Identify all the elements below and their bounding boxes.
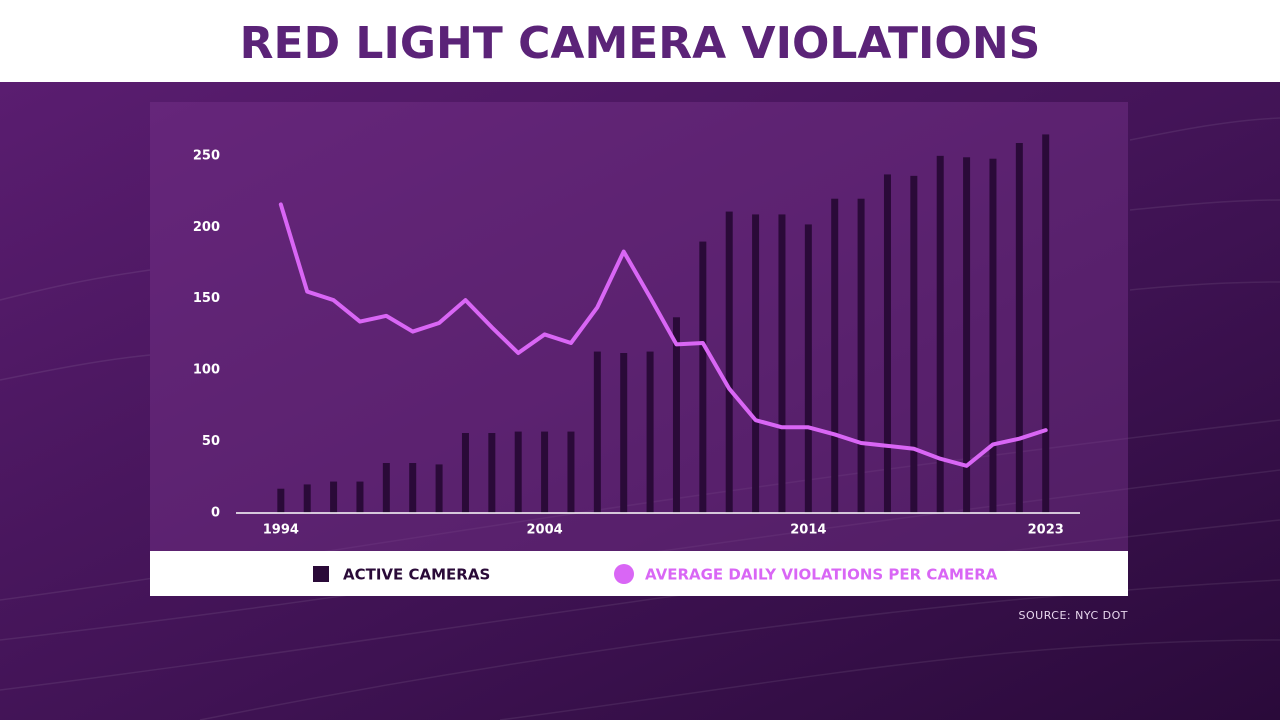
y-tick-label: 150 (193, 291, 220, 306)
bar (725, 211, 733, 514)
legend-label: AVERAGE DAILY VIOLATIONS PER CAMERA (645, 566, 998, 584)
bar (567, 431, 575, 513)
line (278, 202, 1048, 468)
bar (356, 481, 364, 513)
header (0, 0, 1280, 82)
legend-label: ACTIVE CAMERAS (343, 566, 490, 584)
y-tick-label: 250 (193, 148, 220, 163)
bar (514, 431, 522, 513)
bar (435, 464, 443, 513)
bar (1015, 143, 1023, 513)
bar (910, 175, 918, 513)
bar (541, 431, 549, 513)
chart-title: RED LIGHT CAMERA VIOLATIONS (240, 18, 1041, 69)
x-tick-label: 2014 (790, 523, 826, 538)
bar (593, 351, 601, 513)
x-tick-label: 2004 (526, 523, 562, 538)
bar (1042, 134, 1050, 513)
bar (831, 198, 839, 513)
y-tick-label: 200 (193, 220, 220, 235)
bar (883, 174, 891, 513)
x-tick-label: 2023 (1028, 523, 1064, 538)
bar (461, 433, 469, 513)
x-tick-label: 1994 (263, 523, 299, 538)
bar (672, 317, 680, 513)
source: SOURCE: NYC DOT (1019, 609, 1129, 622)
legend-swatch (614, 564, 634, 584)
y-tick-label: 100 (193, 363, 220, 378)
bar (936, 155, 944, 513)
bar (303, 484, 311, 513)
bar (277, 488, 285, 513)
bar (330, 481, 338, 513)
bar (752, 214, 760, 513)
plot-panel (150, 102, 1128, 551)
bar (409, 463, 417, 513)
y-tick-label: 50 (202, 434, 220, 449)
background (0, 82, 1280, 720)
y-tick-label: 0 (211, 506, 220, 521)
bar (778, 214, 786, 513)
bar (989, 158, 997, 513)
bar (963, 157, 971, 514)
bar (620, 353, 628, 513)
legend-swatch (313, 566, 329, 582)
bar (382, 463, 390, 513)
bar (488, 433, 496, 513)
bar (804, 224, 812, 513)
bar (699, 241, 707, 514)
bar (646, 351, 654, 513)
bar (857, 198, 865, 513)
